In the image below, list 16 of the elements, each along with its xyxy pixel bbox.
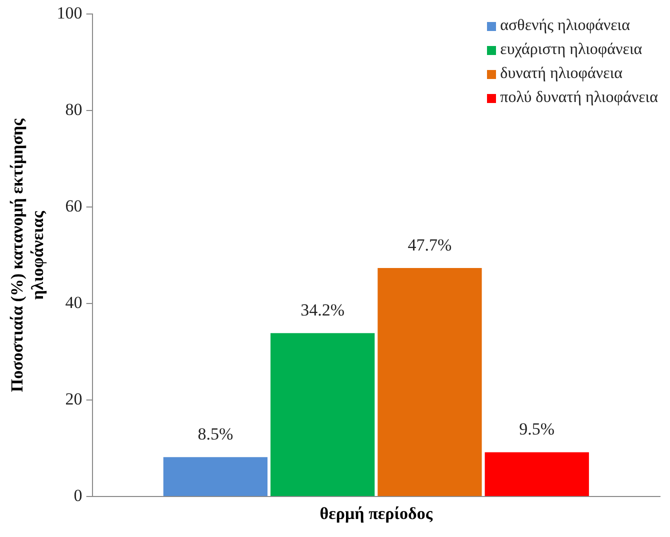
data-label: 47.7% xyxy=(408,235,452,254)
y-tick-label: 100 xyxy=(56,4,82,23)
legend-label: ευχάριστη ηλιοφάνεια xyxy=(500,40,642,60)
y-axis-title: Ποσοστιαία (%) κατανομή εκτίμησης ηλιοφάνειας xyxy=(8,118,47,392)
y-tick-label: 60 xyxy=(65,196,82,216)
y-tick-label: 40 xyxy=(65,293,82,312)
data-label: 9.5% xyxy=(519,420,555,439)
y-tick-label: 20 xyxy=(65,390,82,409)
legend-label: δυνατή ηλιοφάνεια xyxy=(500,64,623,84)
data-label: 34.2% xyxy=(300,300,345,320)
legend-label: ασθενής ηλιοφάνεια xyxy=(500,16,630,36)
x-tick-label: θερμή περίοδος xyxy=(320,504,434,524)
data-label: 8.5% xyxy=(198,424,234,444)
y-tick-label: 0 xyxy=(74,486,82,506)
legend-label: πολύ δυνατή ηλιοφάνεια xyxy=(500,88,658,108)
y-tick-label: 80 xyxy=(65,100,82,120)
